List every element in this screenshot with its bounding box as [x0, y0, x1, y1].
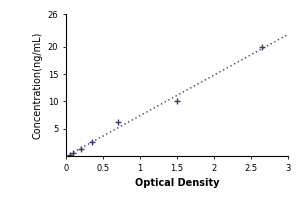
Y-axis label: Concentration(ng/mL): Concentration(ng/mL) [32, 31, 42, 139]
X-axis label: Optical Density: Optical Density [135, 178, 219, 188]
